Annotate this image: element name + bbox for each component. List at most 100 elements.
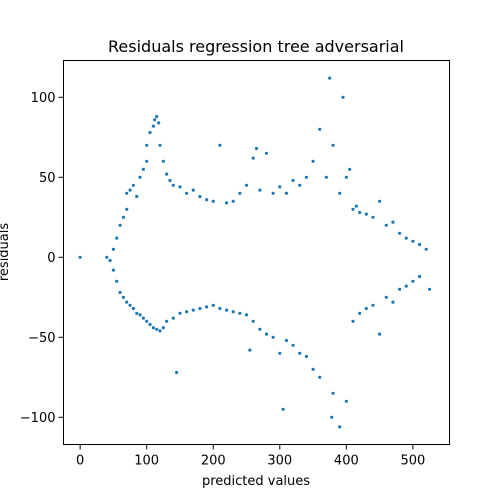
data-point [145,159,149,163]
data-point [271,335,275,339]
data-points [78,76,432,429]
data-point [231,199,235,203]
x-tick-label: 0 [76,454,84,469]
data-point [138,313,142,317]
data-point [118,223,122,227]
data-point [251,156,255,160]
data-point [258,188,262,192]
data-point [231,310,235,314]
data-point [404,236,408,240]
data-point [198,306,202,311]
data-point [148,130,152,135]
data-point [178,185,182,189]
y-tick-label: 0 [47,251,55,266]
data-point [153,118,157,122]
data-point [427,287,432,291]
y-tick-label: −50 [28,331,55,346]
data-point [111,247,116,251]
data-point [378,199,382,203]
data-point [404,284,408,288]
data-point [238,311,242,315]
data-point [358,311,362,315]
data-point [291,343,295,347]
data-point [318,127,322,131]
x-tick-label: 100 [134,454,159,469]
data-point [115,236,119,240]
data-point [417,274,422,279]
data-point [264,151,269,155]
x-tick-label: 400 [334,454,359,469]
data-point [417,242,422,247]
data-point [204,198,209,202]
x-tick-label: 300 [267,454,292,469]
data-point [111,268,116,272]
y-axis-ticks: −100 −50 0 50 100 [20,91,64,426]
data-point [161,159,165,163]
data-point [141,316,145,320]
data-point [191,188,195,192]
data-point [324,175,328,179]
data-point [108,258,112,263]
data-point [304,354,309,359]
data-point [125,191,129,195]
data-point [371,215,375,219]
data-point [284,191,289,195]
x-axis-label: predicted values [202,474,310,489]
data-point [298,183,302,187]
data-point [121,215,125,219]
data-point [298,351,302,355]
data-point [218,143,222,147]
data-point [178,311,182,315]
data-point [304,175,309,179]
data-point [168,178,172,183]
data-point [371,303,375,307]
data-point [125,300,129,304]
data-point [161,326,165,330]
data-point [148,322,152,327]
data-point [391,300,395,304]
data-point [284,338,289,343]
x-tick-label: 500 [400,454,425,469]
data-point [341,95,345,99]
data-point [348,167,352,171]
data-point [344,175,348,179]
data-point [391,220,395,224]
data-point [311,159,315,163]
data-point [121,295,125,299]
data-point [258,327,262,331]
data-point [125,207,129,211]
data-point [358,210,362,215]
data-point [211,199,215,203]
data-point [397,287,402,291]
x-tick-label: 200 [201,454,226,469]
data-point [145,319,149,323]
data-point [158,143,162,147]
data-point [158,329,162,333]
data-point [351,207,355,211]
data-point [78,255,82,259]
data-point [338,425,342,429]
data-point [211,303,215,307]
y-tick-label: −100 [20,411,56,426]
data-point [424,247,428,251]
data-point [151,124,155,128]
data-point [128,188,132,192]
data-point [244,183,249,187]
data-point [411,239,415,243]
data-point [384,295,388,299]
data-point [218,306,222,311]
data-point [224,201,229,205]
data-point [281,407,285,411]
data-point [171,183,175,187]
data-point [330,415,334,419]
data-point [331,391,335,395]
data-point [338,191,342,195]
data-point [248,348,252,352]
data-point [157,121,161,125]
data-point [384,223,388,227]
y-tick-label: 50 [39,171,56,186]
data-point [155,114,159,119]
data-point [105,255,109,259]
data-point [264,332,269,336]
